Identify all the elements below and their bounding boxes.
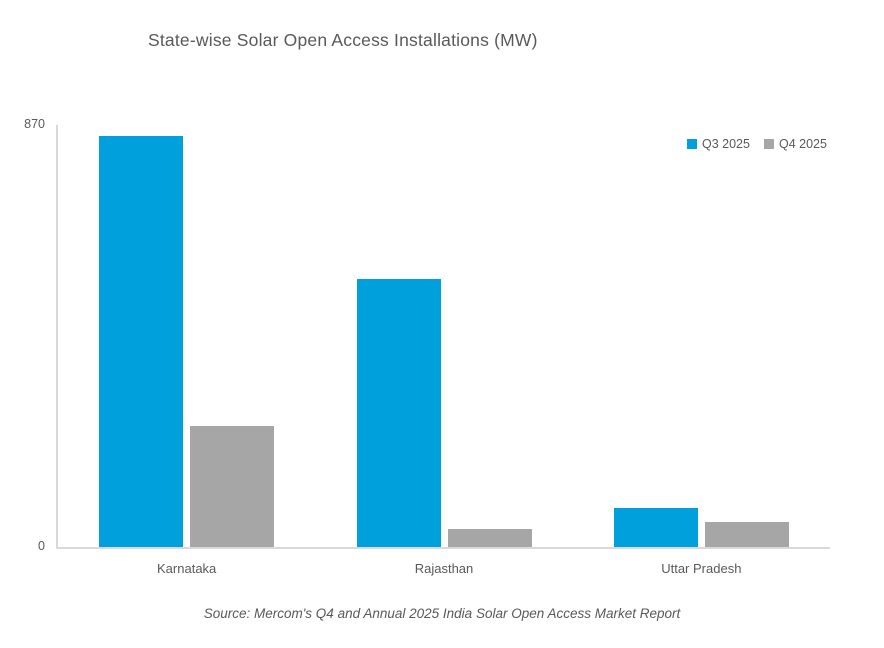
bar-q3-2025-rajasthan [356, 278, 441, 547]
chart-legend: Q3 2025 Q4 2025 [687, 137, 827, 151]
bar-q4-2025-rajasthan [447, 529, 532, 547]
legend-label-q4-2025: Q4 2025 [778, 137, 827, 151]
legend-item-q3-2025: Q3 2025 [687, 137, 750, 151]
chart-title: State-wise Solar Open Access Installatio… [148, 30, 538, 50]
bar-q4-2025-karnataka [190, 426, 275, 547]
legend-swatch-q3-2025-icon [687, 139, 697, 149]
legend-swatch-q4-2025-icon [763, 139, 774, 149]
bar-q3-2025-uttar-pradesh [613, 508, 698, 547]
legend-item-q4-2025: Q4 2025 [763, 137, 827, 151]
y-axis-tick-min: 0 [38, 539, 45, 553]
x-axis-label-rajasthan: Rajasthan [414, 561, 474, 576]
y-axis-tick-max: 870 [24, 117, 45, 131]
plot-area: Karnataka Rajasthan Uttar Pradesh [56, 125, 830, 576]
x-axis-label-uttar-pradesh: Uttar Pradesh [661, 561, 742, 576]
bar-q3-2025-karnataka [99, 136, 184, 547]
legend-label-q3-2025: Q3 2025 [702, 137, 750, 151]
source-note: Source: Mercom's Q4 and Annual 2025 Indi… [203, 606, 681, 621]
bar-q4-2025-uttar-pradesh [704, 521, 789, 547]
x-axis-label-karnataka: Karnataka [157, 561, 217, 576]
